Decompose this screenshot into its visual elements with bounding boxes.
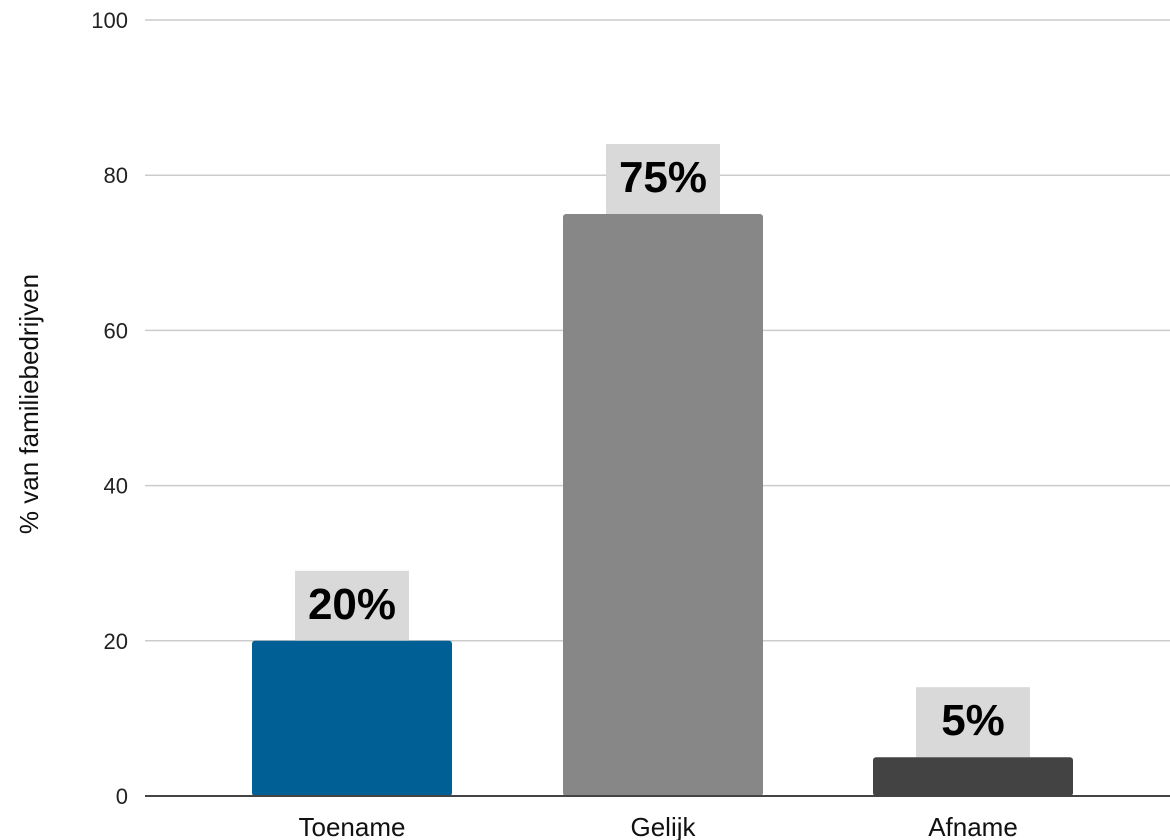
y-tick-label: 100: [91, 8, 128, 33]
data-label: 20%: [308, 580, 396, 629]
data-label-box: [916, 687, 1030, 758]
x-category-label: Gelijk: [630, 812, 696, 840]
data-label: 5%: [941, 696, 1005, 745]
data-label-box: [606, 144, 720, 214]
y-axis-title: % van familiebedrijven: [14, 274, 44, 534]
x-category-label: Toename: [299, 812, 406, 840]
x-category-label: Afname: [928, 812, 1018, 840]
bar-gelijk: [563, 214, 763, 796]
bar-toename: [252, 640, 452, 796]
y-tick-label: 20: [104, 629, 128, 654]
bars: [252, 214, 1073, 796]
data-label-boxes: 20% 75% 5%: [295, 144, 1030, 758]
data-label: 75%: [619, 153, 707, 202]
data-label-box: [295, 570, 409, 641]
x-axis-category-labels: Toename Gelijk Afname: [299, 812, 1018, 840]
y-tick-label: 80: [104, 163, 128, 188]
y-tick-label: 60: [104, 318, 128, 343]
bar-afname: [873, 757, 1073, 796]
y-tick-label: 40: [104, 474, 128, 499]
y-axis-tick-labels: 0 20 40 60 80 100: [91, 8, 128, 809]
y-tick-label: 0: [116, 784, 128, 809]
